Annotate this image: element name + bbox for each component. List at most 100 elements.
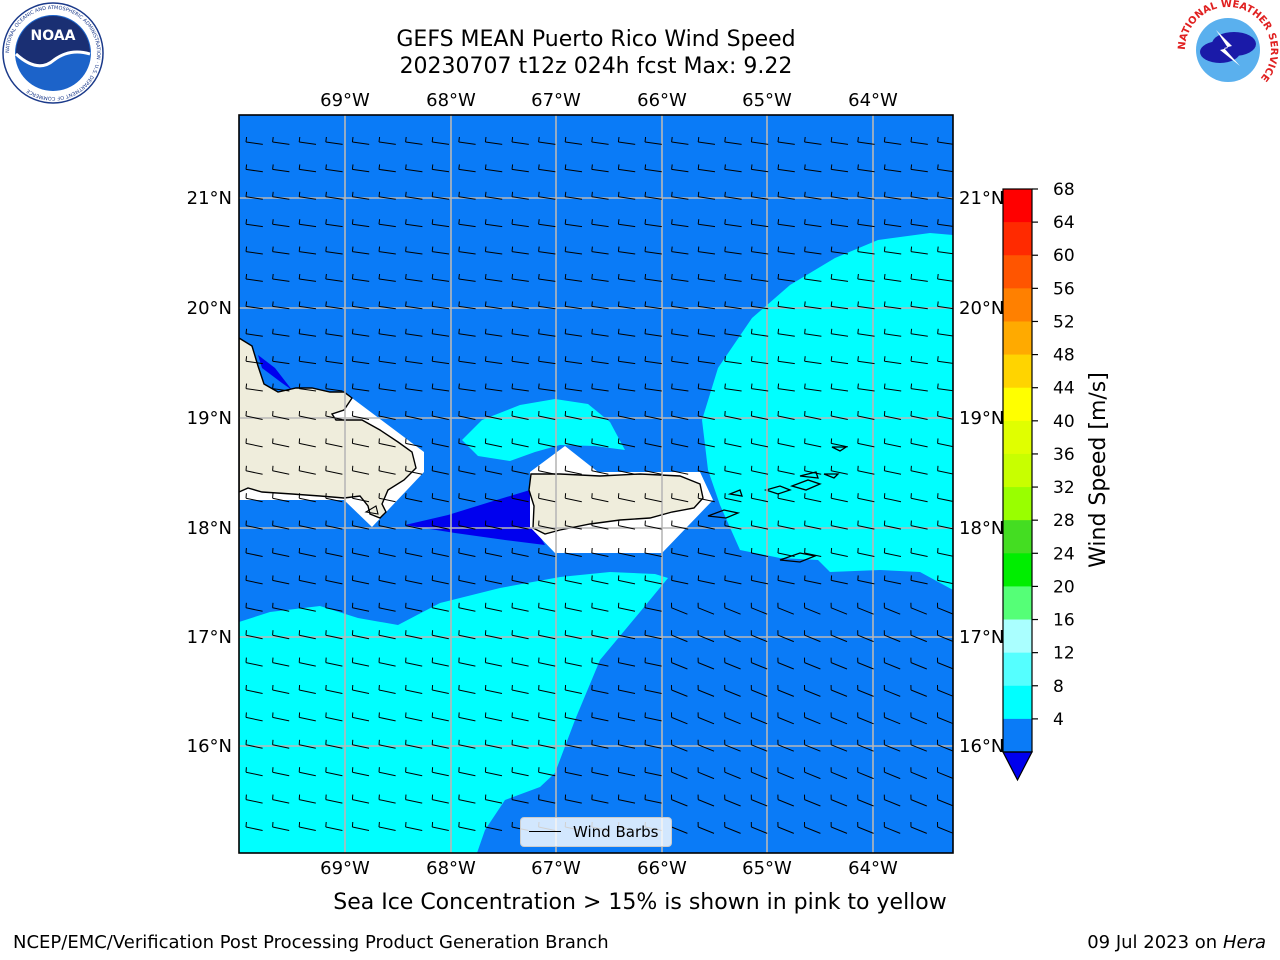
wind-barb bbox=[484, 273, 503, 282]
wind-barb bbox=[325, 273, 343, 282]
wind-barb bbox=[937, 191, 953, 200]
wind-barb bbox=[857, 657, 874, 670]
wind-barb bbox=[724, 328, 742, 337]
wind-barb bbox=[405, 520, 423, 530]
wind-barb bbox=[484, 794, 503, 804]
wind-barb bbox=[564, 630, 582, 640]
wind-barb bbox=[298, 273, 317, 282]
wind-barb bbox=[777, 767, 794, 780]
wind-barb bbox=[272, 356, 290, 365]
wind-barb bbox=[857, 547, 875, 557]
colorbar-tick-label: 32 bbox=[1053, 478, 1075, 498]
wind-barb bbox=[351, 547, 370, 557]
wind-barb bbox=[937, 630, 953, 642]
wind-barb bbox=[617, 630, 636, 640]
wind-barb bbox=[883, 465, 902, 475]
wind-barb bbox=[378, 191, 396, 200]
wind-barb bbox=[937, 602, 953, 615]
wind-barb bbox=[351, 438, 370, 448]
wind-barb bbox=[804, 657, 821, 670]
wind-barb bbox=[857, 465, 875, 475]
wind-barb bbox=[804, 575, 822, 585]
wind-barb bbox=[511, 493, 529, 503]
wind-barb bbox=[830, 794, 848, 807]
wind-barb bbox=[325, 630, 343, 640]
wind-barb bbox=[804, 273, 822, 282]
wind-barb bbox=[750, 739, 768, 752]
wind-barb bbox=[937, 438, 953, 448]
wind-barb bbox=[245, 191, 263, 200]
wind-barb bbox=[325, 301, 343, 310]
lon-tick-label-bottom: 65°W bbox=[742, 858, 792, 879]
wind-barb bbox=[724, 164, 742, 173]
wind-barb bbox=[378, 438, 396, 448]
wind-barb bbox=[298, 493, 316, 503]
colorbar-segment bbox=[1003, 685, 1032, 720]
wind-barb bbox=[245, 767, 263, 777]
wind-barb bbox=[484, 438, 503, 448]
wind-barb bbox=[697, 767, 715, 780]
wind-barb bbox=[591, 328, 609, 337]
wind-barb bbox=[857, 219, 875, 228]
wind-barb bbox=[245, 273, 263, 282]
wind-barb bbox=[245, 356, 263, 365]
wind-barb bbox=[777, 493, 795, 503]
wind-barb bbox=[405, 493, 423, 503]
wind-barb bbox=[937, 794, 953, 807]
wind-barb bbox=[298, 794, 316, 804]
wind-barb bbox=[671, 575, 689, 585]
colorbar-label: Wind Speed [m/s] bbox=[1086, 372, 1111, 568]
wind-barb bbox=[910, 684, 927, 697]
wind-barb bbox=[591, 356, 609, 365]
wind-barb bbox=[378, 219, 396, 228]
wind-barb bbox=[511, 739, 529, 749]
wind-barb bbox=[644, 684, 662, 694]
wind-barb bbox=[351, 739, 370, 749]
wind-barb bbox=[671, 493, 689, 503]
wind-barb bbox=[325, 520, 343, 530]
colorbar-segment bbox=[1003, 354, 1032, 389]
wind-8-12-region-southwest bbox=[239, 572, 668, 853]
wind-barb bbox=[591, 219, 609, 228]
wind-barb bbox=[857, 191, 875, 200]
wind-barb bbox=[431, 191, 450, 200]
wind-barb bbox=[591, 383, 609, 392]
wind-barb bbox=[883, 684, 901, 697]
wind-barb bbox=[272, 438, 290, 448]
wind-barb bbox=[484, 136, 503, 145]
wind-barb bbox=[298, 520, 316, 530]
wind-barb bbox=[325, 164, 343, 173]
wind-barb bbox=[830, 493, 848, 503]
wind-barb bbox=[750, 794, 768, 807]
wind-barb bbox=[644, 246, 662, 255]
wind-barb bbox=[697, 821, 715, 834]
wind-barb bbox=[298, 821, 316, 831]
wind-barb bbox=[325, 712, 343, 722]
wind-barb bbox=[511, 438, 529, 448]
wind-barb bbox=[883, 136, 902, 145]
wind-barb bbox=[910, 383, 928, 392]
wind-barb bbox=[591, 164, 609, 173]
wind-barb bbox=[883, 520, 902, 530]
wind-barb bbox=[804, 794, 821, 807]
wind-barb bbox=[591, 410, 609, 420]
wind-barb bbox=[937, 164, 953, 173]
wind-barb bbox=[431, 602, 449, 612]
wind-barb bbox=[750, 602, 768, 615]
wind-barb bbox=[883, 657, 901, 670]
lat-tick-label-right: 16°N bbox=[959, 736, 1004, 757]
wind-barb bbox=[644, 493, 662, 503]
wind-barb bbox=[857, 328, 875, 337]
wind-barb bbox=[484, 493, 503, 503]
wind-barb bbox=[538, 767, 556, 777]
land-beata bbox=[364, 505, 379, 515]
wind-barb bbox=[937, 301, 953, 310]
wind-barb bbox=[617, 356, 636, 365]
wind-barb bbox=[804, 602, 821, 615]
wind-barb bbox=[830, 520, 848, 530]
wind-barb bbox=[484, 739, 503, 749]
wind-barb bbox=[325, 465, 343, 475]
wind-barb bbox=[405, 246, 423, 255]
wind-barb bbox=[724, 712, 741, 725]
wind-barb bbox=[511, 602, 529, 612]
